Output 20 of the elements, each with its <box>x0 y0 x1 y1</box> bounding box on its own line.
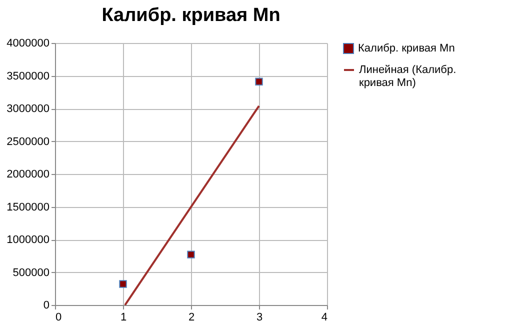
y-tick-label: 1500000 <box>6 201 50 214</box>
point <box>255 78 263 86</box>
y-tick-label: 2500000 <box>6 136 50 148</box>
y-tick-label: 4000000 <box>6 38 50 50</box>
y-tick-label: 2000000 <box>6 168 50 180</box>
x-tick-label: 1 <box>120 312 127 324</box>
chart-title: Калибр. кривая Mn <box>102 5 280 26</box>
y-tick-label: 1000000 <box>6 234 50 246</box>
x-tick-label: 2 <box>188 312 195 324</box>
y-tick-label: 500000 <box>12 266 50 279</box>
point <box>187 250 195 258</box>
legend-label: Калибр. кривая Mn <box>358 42 455 54</box>
y-tick-label: 3500000 <box>6 70 50 82</box>
point <box>119 280 127 288</box>
legend-label: Линейная (Калибр. кривая Mn) <box>359 64 456 89</box>
x-tick-label: 4 <box>321 312 328 324</box>
x-tick-label: 0 <box>56 312 62 324</box>
y-tick-label: 0 <box>43 300 50 312</box>
y-tick-label: 3000000 <box>6 103 50 115</box>
x-tick-label: 3 <box>256 312 263 324</box>
